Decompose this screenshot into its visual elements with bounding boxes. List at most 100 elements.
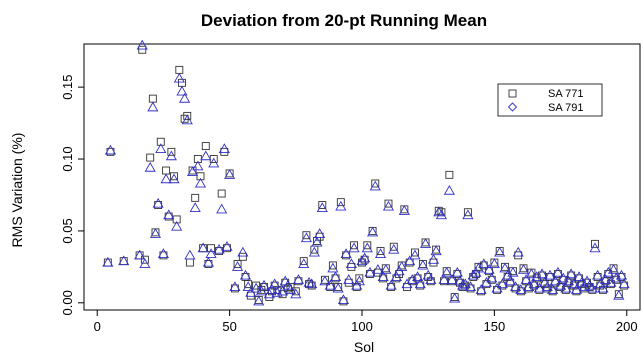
data-point-sa791 bbox=[435, 209, 448, 220]
data-point-sa791 bbox=[483, 264, 495, 274]
data-point-sa791 bbox=[552, 266, 564, 277]
data-point-sa791 bbox=[390, 271, 402, 281]
data-point-sa791 bbox=[192, 160, 204, 171]
data-point-sa791 bbox=[388, 243, 400, 254]
data-point-sa791 bbox=[462, 209, 474, 220]
data-point-sa791 bbox=[507, 266, 519, 277]
x-tick-label: 100 bbox=[351, 319, 373, 334]
data-point-sa771 bbox=[442, 267, 451, 276]
data-point-sa791 bbox=[324, 279, 336, 290]
data-point-sa791 bbox=[255, 285, 267, 296]
data-point-sa771 bbox=[328, 261, 337, 270]
data-point-sa791 bbox=[488, 258, 500, 269]
data-point-sa771 bbox=[463, 208, 472, 217]
data-point-sa791 bbox=[573, 271, 585, 281]
legend-box bbox=[497, 83, 603, 117]
data-point-sa771 bbox=[421, 238, 430, 247]
data-point-sa791 bbox=[547, 284, 559, 294]
data-point-sa791 bbox=[332, 282, 344, 293]
data-point-sa771 bbox=[363, 241, 372, 250]
data-point-sa771 bbox=[344, 278, 353, 287]
x-axis-title: Sol bbox=[354, 339, 374, 355]
data-point-sa771 bbox=[318, 201, 327, 209]
data-point-sa791 bbox=[276, 285, 289, 296]
data-point-sa791 bbox=[409, 249, 421, 260]
data-point-sa791 bbox=[237, 246, 249, 257]
data-point-sa791 bbox=[438, 274, 450, 284]
data-point-sa791 bbox=[284, 284, 297, 294]
data-point-sa791 bbox=[565, 268, 577, 279]
data-point-sa791 bbox=[613, 289, 625, 300]
data-point-sa791 bbox=[586, 282, 598, 293]
data-point-sa791 bbox=[202, 256, 215, 267]
data-point-sa791 bbox=[531, 271, 543, 281]
data-point-sa791 bbox=[494, 246, 506, 257]
data-point-sa791 bbox=[205, 248, 217, 258]
data-point-sa791 bbox=[155, 143, 167, 154]
data-point-sa791 bbox=[173, 72, 185, 83]
data-point-sa791 bbox=[449, 292, 461, 303]
y-axis-title: RMS Variation (%) bbox=[9, 133, 25, 248]
data-point-sa791 bbox=[221, 241, 233, 251]
data-point-sa791 bbox=[329, 271, 342, 281]
data-point-sa791 bbox=[364, 266, 376, 277]
data-point-sa771 bbox=[146, 153, 155, 162]
data-point-sa771 bbox=[334, 283, 343, 291]
x-tick-label: 0 bbox=[94, 319, 101, 334]
data-point-sa771 bbox=[371, 179, 380, 188]
y-tick-label: 0.10 bbox=[60, 146, 75, 171]
data-point-sa791 bbox=[515, 284, 527, 294]
data-point-sa771 bbox=[225, 169, 234, 178]
data-point-sa791 bbox=[602, 266, 614, 277]
data-point-sa791 bbox=[610, 272, 622, 283]
data-point-sa771 bbox=[175, 65, 184, 74]
data-point-sa791 bbox=[528, 278, 540, 289]
data-point-sa791 bbox=[541, 281, 553, 292]
data-point-sa791 bbox=[615, 269, 628, 280]
legend-diamond-icon bbox=[507, 102, 518, 112]
data-point-sa771 bbox=[172, 215, 181, 224]
data-point-sa771 bbox=[178, 78, 186, 87]
data-point-sa771 bbox=[450, 293, 459, 302]
data-point-sa791 bbox=[147, 101, 159, 112]
data-point-sa791 bbox=[570, 284, 583, 294]
data-point-sa771 bbox=[315, 232, 324, 241]
data-point-sa791 bbox=[337, 294, 350, 304]
data-point-sa791 bbox=[157, 248, 170, 258]
data-point-sa791 bbox=[290, 288, 302, 299]
legend-square-icon bbox=[508, 89, 517, 98]
data-point-sa791 bbox=[446, 274, 458, 284]
data-point-sa791 bbox=[269, 278, 281, 289]
data-points bbox=[102, 39, 630, 306]
data-point-sa791 bbox=[197, 242, 209, 253]
data-point-sa771 bbox=[591, 239, 599, 248]
data-point-sa771 bbox=[233, 260, 242, 268]
data-point-sa791 bbox=[475, 284, 487, 294]
data-point-sa771 bbox=[183, 111, 192, 120]
data-point-sa791 bbox=[385, 279, 397, 290]
data-point-sa791 bbox=[160, 173, 172, 184]
data-point-sa771 bbox=[185, 258, 194, 267]
data-point-sa791 bbox=[314, 228, 326, 238]
data-point-sa791 bbox=[502, 269, 514, 280]
data-point-sa791 bbox=[231, 261, 244, 271]
data-point-sa791 bbox=[457, 279, 469, 290]
data-point-sa791 bbox=[229, 281, 241, 292]
data-point-sa771 bbox=[220, 147, 229, 156]
data-point-sa771 bbox=[445, 170, 454, 179]
data-point-sa771 bbox=[350, 241, 359, 250]
data-point-sa791 bbox=[348, 242, 360, 253]
data-point-sa791 bbox=[396, 261, 408, 271]
data-point-sa791 bbox=[430, 245, 442, 256]
data-point-sa771 bbox=[429, 258, 438, 267]
data-point-sa771 bbox=[397, 261, 406, 270]
data-point-sa791 bbox=[398, 205, 410, 215]
data-point-sa791 bbox=[441, 266, 453, 277]
data-point-sa771 bbox=[418, 260, 427, 268]
y-axis: 0.00 0.05 0.10 0.15 bbox=[60, 74, 84, 315]
data-point-sa771 bbox=[170, 172, 178, 181]
data-point-sa791 bbox=[300, 232, 312, 243]
data-point-sa791 bbox=[380, 264, 392, 274]
